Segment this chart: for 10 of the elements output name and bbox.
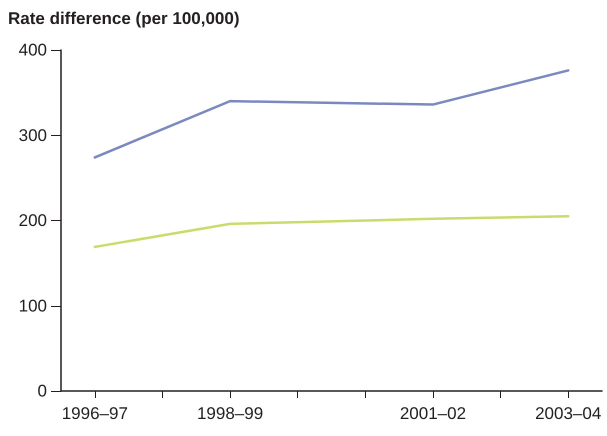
y-tick-label: 200: [18, 211, 47, 230]
y-tick-label: 0: [38, 382, 47, 400]
x-tick-label: 2003–04: [535, 404, 602, 423]
y-tick-label: 100: [18, 296, 47, 316]
y-tick-label: 400: [18, 40, 47, 60]
y-axis-title: Rate difference (per 100,000): [8, 9, 240, 28]
x-tick-label: 1996–97: [62, 404, 128, 423]
y-tick-label: 300: [18, 126, 47, 145]
x-tick-label: 1998–99: [196, 404, 264, 423]
x-tick-label: 2001–02: [400, 404, 466, 423]
